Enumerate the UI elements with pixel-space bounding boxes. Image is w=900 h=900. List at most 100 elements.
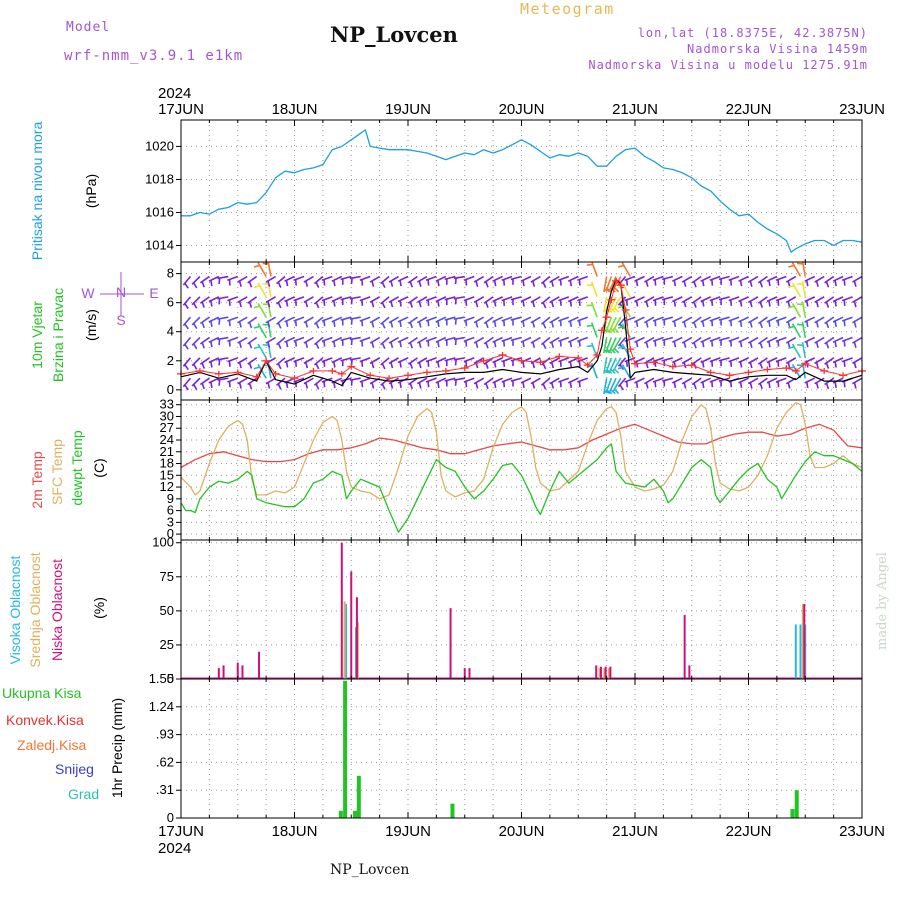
wind-barb-feather: [294, 360, 298, 367]
wind-barb-feather: [683, 321, 687, 328]
wind-barb-feather: [673, 341, 677, 348]
wind-barb-feather: [409, 342, 414, 349]
wind-barb-feather: [193, 282, 198, 289]
wind-barb-feather: [586, 284, 593, 287]
wind-barb-feather: [228, 320, 231, 327]
wind-barb-feather: [485, 342, 489, 349]
wind-barb-feather: [381, 342, 386, 349]
wind-barb-feather: [493, 381, 497, 388]
wind-barb-feather: [305, 321, 309, 328]
page-title: NP_Lovcen: [330, 22, 458, 47]
wind-barb-feather: [315, 322, 320, 329]
wind-barb-feather: [768, 361, 771, 368]
wind-barb-feather: [787, 301, 791, 308]
wind-barb-feather: [729, 381, 733, 388]
wind-barb-feather: [465, 299, 468, 306]
precip-total-bar: [790, 809, 795, 818]
cloud-low-bar: [236, 662, 239, 679]
y-tick-label: 6: [167, 295, 174, 310]
wind-barb-feather: [174, 364, 177, 369]
wind-barb-feather: [788, 346, 795, 350]
cloud-low-bar: [604, 666, 607, 679]
wind-barb-feather: [437, 300, 440, 307]
wind-barb-feather: [701, 280, 705, 287]
wind-barb-feather: [228, 340, 231, 347]
precip-legend-item: Ukupna Kisa: [2, 685, 82, 701]
wind-barb-feather: [759, 281, 764, 288]
wind-barb-feather: [645, 321, 649, 328]
wind-barb-feather: [825, 281, 830, 288]
wind-barb-feather: [350, 318, 353, 325]
wind-barb-feather: [390, 321, 394, 328]
wind-barb-feather: [613, 327, 620, 334]
wind-barb-feather: [673, 300, 677, 307]
precip-legend-item: Zaledj.Kisa: [17, 737, 86, 753]
precip-total-bar: [338, 810, 343, 818]
wind-barb-feather: [493, 361, 497, 368]
wind-barb-feather: [390, 301, 394, 308]
wind-barb-feather: [475, 301, 479, 308]
wind-barb-feather: [569, 361, 573, 368]
wind-barb-feather: [853, 280, 857, 287]
wind-barb-feather: [749, 321, 753, 328]
wind-barb-feather: [693, 342, 697, 349]
wind-barb-feather: [465, 340, 468, 347]
wind-barb-feather: [201, 362, 205, 369]
x-tick-label-bottom: 22JUN: [726, 823, 772, 840]
wind-barb-feather: [437, 280, 440, 287]
wind-line-kt: [180, 278, 863, 387]
wind-barb-feather: [569, 341, 573, 348]
wind-barb-feather: [210, 341, 213, 348]
wind-barb-feather: [267, 321, 271, 328]
cloud-low-bar: [463, 668, 466, 679]
wind-barb-feather: [805, 341, 809, 348]
wind-barb-feather: [749, 301, 753, 308]
temp-sfc-line: [180, 402, 863, 500]
year-label-top: 2024: [158, 85, 191, 102]
y-tick-label: 0: [167, 671, 174, 686]
wind-barb-feather: [777, 381, 780, 388]
wind-barb-feather: [532, 280, 536, 287]
wind-barb-feather: [475, 321, 479, 328]
wind-barb-feather: [409, 301, 414, 308]
wind-barb-feather: [625, 360, 629, 367]
wind-barb-feather: [361, 360, 364, 367]
wind-barb-feather: [522, 280, 525, 287]
wind-barb-feather: [739, 341, 743, 348]
wind-barb-feather: [285, 280, 289, 287]
wind-barb-feather: [228, 279, 231, 286]
wind-barb-feather: [550, 382, 555, 389]
wind-barb-feather: [586, 304, 593, 307]
wind-barb-feather: [843, 381, 846, 388]
cloud-high-bar: [794, 624, 797, 679]
y-tick-label: 15: [160, 467, 174, 482]
wind-barb-feather: [729, 360, 733, 367]
wind-barb-feather: [305, 301, 309, 308]
wind-barb-feather: [613, 287, 620, 293]
precip-total-bar: [353, 810, 358, 818]
wind-barb-feather: [532, 301, 536, 308]
wind-barb-feather: [228, 381, 231, 388]
wind-barb-feather: [418, 341, 422, 348]
wind-barb-feather: [502, 360, 506, 367]
wind-barb-feather: [305, 341, 309, 348]
wind-barb-feather: [586, 324, 593, 327]
wind-barb-feather: [542, 342, 547, 349]
precip-legend-item: Grad: [68, 786, 99, 802]
wind-barb-feather: [399, 280, 402, 287]
sfc-axis-label: SFC Temp: [49, 439, 65, 505]
wind-barb-feather: [475, 280, 479, 287]
wind-barb-feather: [578, 340, 581, 347]
wind-barb-feather: [184, 364, 189, 370]
wind-barb-feather: [739, 300, 743, 307]
wind-barb-feather: [625, 279, 629, 286]
wind-barb-feather: [371, 301, 375, 308]
wind-barb-feather: [586, 263, 593, 266]
wind-barb-feather: [834, 300, 837, 307]
wind-barb-feather: [399, 381, 402, 388]
y-tick-label: 24: [160, 432, 174, 447]
wind-barb-feather: [427, 381, 430, 388]
wind-barb-feather: [323, 360, 326, 367]
precip-total-bar: [794, 790, 799, 818]
wind-barb-feather: [729, 299, 733, 306]
